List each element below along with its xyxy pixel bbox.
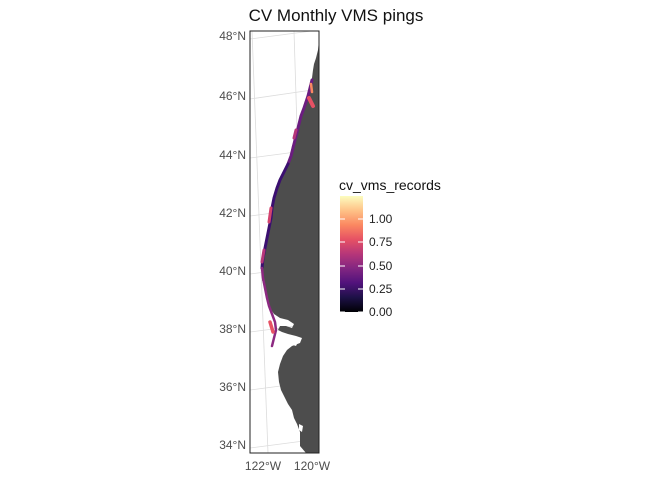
lat-label-40: 40°N	[219, 264, 246, 278]
lat-label-38: 38°N	[219, 322, 246, 336]
legend-title: cv_vms_records	[339, 177, 441, 193]
legend-label-0-75: 0.75	[369, 235, 393, 249]
legend-label-0-00: 0.00	[369, 305, 393, 319]
vms-hotspot-columbia	[307, 96, 315, 108]
vms-hotspot-washington	[309, 82, 314, 94]
vms-hotspot-sf	[268, 320, 275, 334]
lat-label-46: 46°N	[219, 89, 246, 103]
lat-label-34: 34°N	[219, 438, 246, 452]
inland-water	[299, 424, 303, 432]
vms-hotspot-north-ca	[267, 206, 273, 224]
legend-label-1-00: 1.00	[369, 212, 393, 226]
lat-label-42: 42°N	[219, 206, 246, 220]
vms-hotspot-oregon	[292, 128, 298, 140]
land-mass	[261, 31, 319, 453]
lat-label-36: 36°N	[219, 380, 246, 394]
legend-label-0-50: 0.50	[369, 259, 393, 273]
bay	[284, 336, 298, 346]
vms-pings	[260, 78, 315, 348]
vms-hotspot-central	[260, 248, 266, 264]
lon-label-120: 120°W	[293, 459, 331, 473]
vms-track-south	[260, 266, 278, 348]
legend-label-0-25: 0.25	[369, 282, 393, 296]
lon-label-122: 122°W	[244, 459, 282, 473]
map-panel-border	[249, 30, 320, 454]
legend-ticks	[340, 218, 363, 313]
legend-colorbar	[340, 196, 363, 312]
lat-label-48: 48°N	[219, 29, 246, 43]
lat-label-44: 44°N	[219, 148, 246, 162]
vms-track-north	[286, 78, 314, 166]
map-title: CV Monthly VMS pings	[248, 6, 424, 25]
